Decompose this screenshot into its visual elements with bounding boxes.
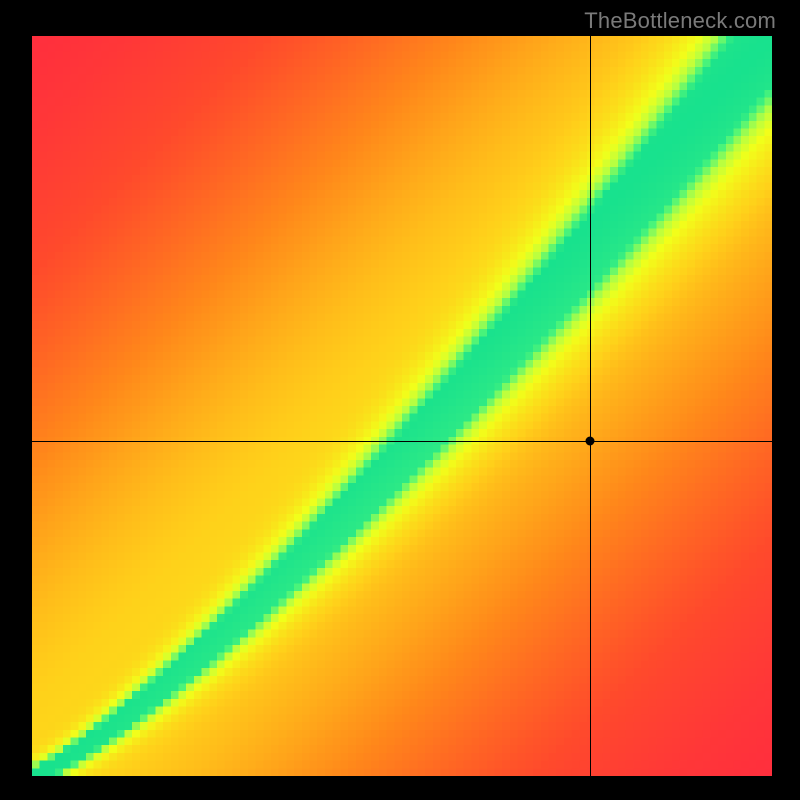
- watermark-text: TheBottleneck.com: [584, 8, 776, 34]
- selection-marker: [585, 436, 594, 445]
- crosshair-vertical: [590, 36, 591, 776]
- crosshair-horizontal: [32, 441, 772, 442]
- heatmap-canvas: [32, 36, 772, 776]
- bottleneck-heatmap: [32, 36, 772, 776]
